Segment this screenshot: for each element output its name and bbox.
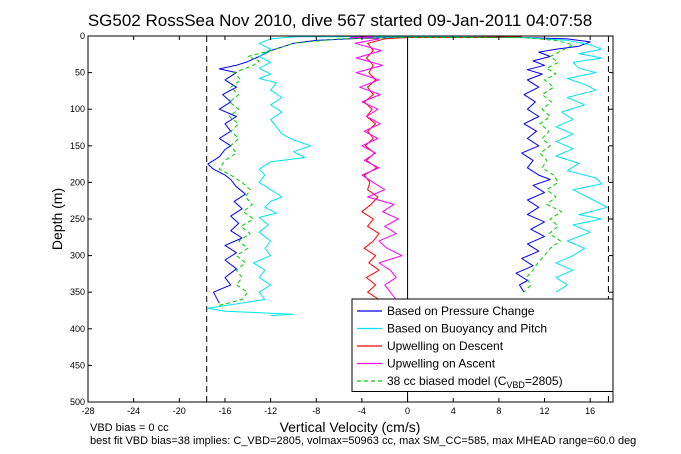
series-line-1 [207,36,608,317]
y-tick-label: 400 [70,324,85,334]
y-tick-label: 100 [70,104,85,114]
legend-label: 38 cc biased model (CVBD=2805) [387,374,563,390]
y-tick-label: 50 [75,68,85,78]
x-tick-label: 12 [540,406,550,416]
x-tick-label: -12 [264,406,277,416]
x-tick-label: 0 [405,406,410,416]
legend-label: Based on Pressure Change [387,304,535,318]
y-tick-label: 350 [70,287,85,297]
annotation-best-fit: best fit VBD bias=38 implies: C_VBD=2805… [90,435,636,447]
x-tick-label: -20 [173,406,186,416]
x-axis: -28 -24 -20 -16 -12 -8 -4 0 4 8 12 16 [81,36,595,416]
legend-label: Upwelling on Descent [387,339,504,353]
legend-label: Based on Buoyancy and Pitch [387,322,547,336]
x-tick-label: -4 [358,406,366,416]
annotation-vbd-bias: VBD bias = 0 cc [90,422,169,434]
legend: Based on Pressure Change Based on Buoyanc… [351,298,614,392]
y-tick-label: 250 [70,214,85,224]
y-tick-label: 300 [70,251,85,261]
x-tick-label: 4 [451,406,456,416]
series-line-3 [350,36,403,300]
x-tick-label: -8 [312,406,320,416]
series-line-4 [218,37,574,306]
x-tick-label: -24 [127,406,140,416]
y-tick-label: 450 [70,360,85,370]
x-tick-label: -16 [218,406,231,416]
y-tick-label: 200 [70,177,85,187]
y-axis-label: Depth (m) [49,188,65,250]
chart-title: SG502 RossSea Nov 2010, dive 567 started… [88,11,592,30]
legend-box [351,298,614,392]
y-tick-label: 500 [70,397,85,407]
x-tick-label: 8 [496,406,501,416]
y-axis: 0 50 100 150 200 250 300 350 400 450 500 [70,31,613,407]
y-tick-label: 0 [80,31,85,41]
x-axis-label: Vertical Velocity (cm/s) [280,419,421,435]
x-tick-label: -28 [81,406,94,416]
series-layer [207,36,608,317]
y-tick-label: 150 [70,141,85,151]
legend-label: Upwelling on Ascent [387,357,496,371]
x-tick-label: 16 [585,406,595,416]
